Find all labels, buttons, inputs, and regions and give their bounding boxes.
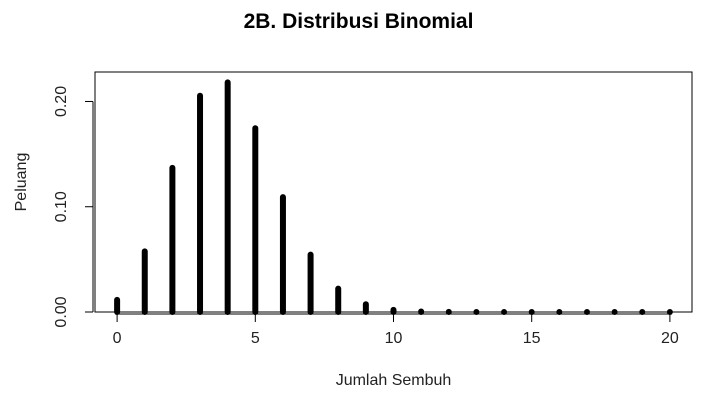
x-tick-label-15: 15 bbox=[523, 330, 541, 347]
y-tick-label-1: 0.10 bbox=[53, 191, 70, 222]
x-tick-label-10: 10 bbox=[385, 330, 403, 347]
x-tick-label-20: 20 bbox=[661, 330, 679, 347]
x-tick-label-5: 5 bbox=[251, 330, 260, 347]
x-tick-label-0: 0 bbox=[113, 330, 122, 347]
chart-title: 2B. Distribusi Binomial bbox=[243, 10, 474, 33]
y-tick-label-0: 0.00 bbox=[53, 296, 70, 327]
plot-frame bbox=[94, 71, 693, 313]
x-axis-label: Jumlah Sembuh bbox=[335, 372, 452, 389]
y-tick-label-2: 0.20 bbox=[53, 86, 70, 117]
